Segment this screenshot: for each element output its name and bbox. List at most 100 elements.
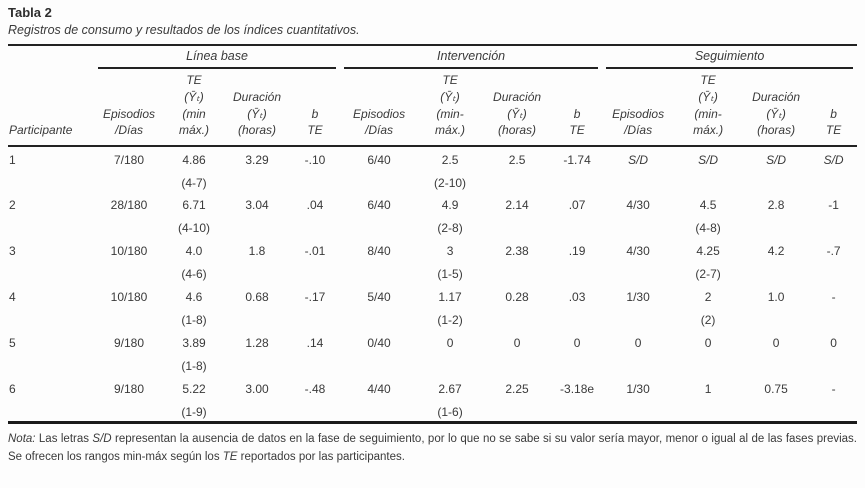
table-row: 4 10/180 4.6 (1-8) 0.68 -.17 5/40 1.17 (1-2) 0.28…: [8, 284, 857, 330]
col-header-duracion-int: Duración (Ȳₜ) (horas): [482, 69, 553, 148]
data-cell: 3 (1-5): [437, 244, 463, 281]
data-cell: 0: [772, 336, 780, 351]
data-cell: 4/40: [340, 376, 419, 424]
data-cell: 5/40: [367, 290, 391, 305]
data-cell: 4/30: [626, 244, 650, 259]
participant-cell: 6: [8, 376, 94, 424]
data-cell: 4.86 (4-7): [181, 153, 207, 190]
data-cell: 4.25 (2-7): [695, 244, 721, 281]
data-cell: 6/40: [367, 153, 391, 168]
data-cell: 4.6 (1-8): [181, 290, 207, 327]
data-cell: S/D: [766, 153, 787, 168]
data-cell: -.01: [304, 244, 326, 259]
data-cell: 1.17 (1-2): [437, 290, 463, 327]
data-cell: -1.74: [563, 153, 591, 168]
data-cell: 1.0: [767, 290, 785, 305]
participant-cell: 3: [9, 244, 16, 259]
data-cell: 3.00: [224, 376, 290, 424]
col-header-episodios-int: Episodios /Días: [340, 69, 419, 148]
data-table: Línea base Intervención Seguimiento Part…: [8, 44, 858, 424]
data-cell: 9/180: [94, 376, 164, 424]
phase-header-seguimiento: Seguimiento: [602, 45, 857, 69]
data-cell: 6.71 (4-10): [177, 198, 210, 235]
data-cell: 28/180: [110, 198, 148, 213]
data-cell: -: [831, 290, 836, 305]
phase-header-row: Línea base Intervención Seguimiento: [8, 45, 857, 69]
table-body: 1 7/180 4.86 (4-7) 3.29 -.10 6/40 2.5 (2-10) 2.5 -…: [8, 146, 858, 424]
data-cell: S/D: [823, 153, 844, 168]
data-cell: 7/180: [113, 153, 145, 168]
data-cell: 8/40: [367, 244, 391, 259]
data-cell: -: [810, 376, 858, 424]
table-row: 3 10/180 4.0 (4-6) 1.8 -.01 8/40 3 (1-5) 2.38 .19 4…: [8, 238, 857, 284]
data-cell: -3.18e: [552, 376, 603, 424]
data-cell: 6/40: [367, 198, 391, 213]
phase-header-spacer: [8, 45, 94, 69]
phase-label: Línea base: [98, 46, 337, 69]
table-row: 1 7/180 4.86 (4-7) 3.29 -.10 6/40 2.5 (2-10) 2.5 -…: [8, 146, 857, 192]
data-cell: 4.9 (2-8): [437, 198, 463, 235]
data-cell: 0: [704, 336, 712, 351]
data-cell: .19: [568, 244, 586, 259]
col-header-episodios-seg: Episodios /Días: [602, 69, 675, 148]
phase-header-intervencion: Intervención: [340, 45, 602, 69]
col-header-te-seg: TE (Ȳₜ) (min- máx.): [674, 69, 743, 148]
data-cell: 2.8: [767, 198, 785, 213]
data-cell: 2 (2): [700, 290, 716, 327]
data-cell: 10/180: [110, 244, 148, 259]
data-cell: .04: [306, 198, 324, 213]
data-cell: 2.38: [505, 244, 529, 259]
phase-label: Intervención: [344, 46, 599, 69]
data-cell: 0: [573, 336, 581, 351]
data-cell: 4/30: [626, 198, 650, 213]
note-text: Nota: Las letras S/D representan la ause…: [8, 432, 857, 463]
data-cell: -.7: [826, 244, 841, 259]
data-cell: 0: [830, 336, 837, 351]
data-cell: 1.28: [245, 336, 269, 351]
data-cell: 0/40: [367, 336, 391, 351]
data-cell: .07: [568, 198, 586, 213]
data-cell: 1/30: [626, 290, 650, 305]
data-cell: 5.22 (1-9): [164, 376, 224, 424]
data-cell: 3.29: [245, 153, 269, 168]
data-cell: S/D: [628, 153, 649, 168]
col-header-duracion-lb: Duración (Ȳₜ) (horas): [224, 69, 290, 148]
data-cell: 0.68: [245, 290, 269, 305]
data-cell: 2.14: [505, 198, 529, 213]
table-row: 2 28/180 6.71 (4-10) 3.04 .04 6/40 4.9 (2-8) 2.14…: [8, 192, 857, 238]
col-header-te-int: TE (Ȳₜ) (min- máx.): [418, 69, 483, 148]
table-header: Línea base Intervención Seguimiento Part…: [8, 45, 858, 148]
participant-cell: 5: [9, 336, 16, 351]
data-cell: 2.5: [508, 153, 526, 168]
data-cell: 0: [634, 336, 642, 351]
col-header-te-lb: TE (Ȳₜ) (min máx.): [164, 69, 224, 148]
column-header-row: Participante Episodios /Días TE (Ȳₜ) (mi…: [8, 69, 858, 148]
participant-cell: 2: [9, 198, 16, 213]
col-header-episodios-lb: Episodios /Días: [94, 69, 164, 148]
data-cell: -.10: [304, 153, 326, 168]
participant-cell: 1: [9, 153, 16, 168]
data-cell: 3.04: [245, 198, 269, 213]
data-cell: .03: [568, 290, 586, 305]
data-cell: 0.28: [505, 290, 529, 305]
data-cell: 4.5 (4-8): [695, 198, 721, 235]
phase-label: Seguimiento: [606, 46, 854, 69]
data-cell: 0.75: [742, 376, 811, 424]
data-cell: -.17: [304, 290, 326, 305]
data-cell: 3.89 (1-8): [181, 336, 207, 373]
data-cell: 0: [446, 336, 454, 351]
data-cell: .14: [306, 336, 324, 351]
data-cell: 2.67 (1-6): [418, 376, 483, 424]
col-header-duracion-seg: Duración (Ȳₜ) (horas): [742, 69, 811, 148]
data-cell: -.48: [290, 376, 341, 424]
data-cell: 4.0 (4-6): [181, 244, 207, 281]
data-cell: 4.2: [767, 244, 785, 259]
data-cell: 2.5 (2-10): [434, 153, 467, 190]
participant-cell: 4: [9, 290, 16, 305]
data-cell: 2.25: [482, 376, 553, 424]
col-header-bte-int: b TE: [552, 69, 603, 148]
data-cell: -1: [828, 198, 839, 213]
table-row: 6 9/180 5.22 (1-9) 3.00 -.48 4/40 2.67 (1-6) 2.25…: [8, 376, 858, 424]
data-cell: 9/180: [113, 336, 145, 351]
